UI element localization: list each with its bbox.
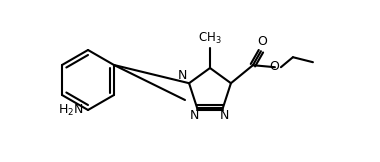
- Text: H$_2$N: H$_2$N: [59, 102, 84, 118]
- Text: O: O: [269, 60, 279, 73]
- Text: CH$_3$: CH$_3$: [198, 31, 222, 46]
- Text: N: N: [178, 69, 187, 82]
- Text: N: N: [189, 109, 199, 122]
- Text: O: O: [257, 35, 267, 48]
- Text: N: N: [220, 109, 230, 122]
